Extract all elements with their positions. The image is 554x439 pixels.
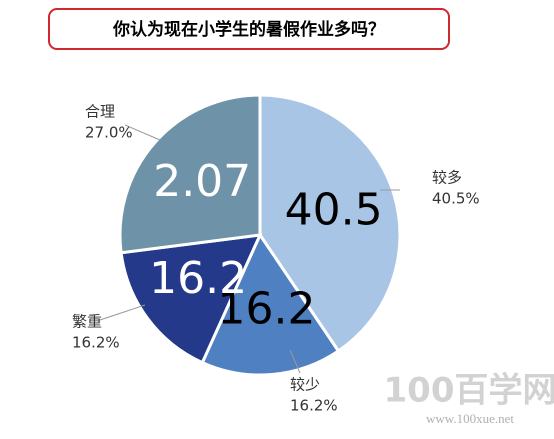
- pie-slice: [118, 93, 262, 255]
- inner-label: 40.5: [285, 184, 383, 235]
- value-label: 16.2%: [290, 397, 338, 415]
- value-label: 16.2%: [72, 334, 120, 352]
- category-label: 较多: [432, 169, 462, 187]
- value-label: 40.5%: [432, 190, 480, 208]
- pie-slice: [200, 231, 341, 377]
- pie-slice: [119, 233, 263, 365]
- inner-label: 16.2: [149, 253, 247, 304]
- category-label: 合理: [85, 103, 115, 121]
- watermark-url: www.100xue.net: [426, 411, 514, 426]
- value-label: 27.0%: [85, 124, 133, 142]
- inner-label: 2.07: [153, 156, 251, 207]
- watermark-logo: 100百学网: [384, 371, 554, 411]
- category-label: 繁重: [72, 313, 102, 331]
- leader-line: [124, 124, 161, 141]
- category-label: 较少: [290, 376, 320, 394]
- leader-line: [99, 304, 146, 321]
- inner-label: 16.2: [218, 284, 316, 335]
- title-box: [48, 8, 450, 50]
- pie: [118, 93, 402, 377]
- pie-slice: [258, 93, 402, 354]
- leader-line: [289, 349, 301, 374]
- chart-title: 你认为现在小学生的暑假作业多吗？: [112, 19, 385, 40]
